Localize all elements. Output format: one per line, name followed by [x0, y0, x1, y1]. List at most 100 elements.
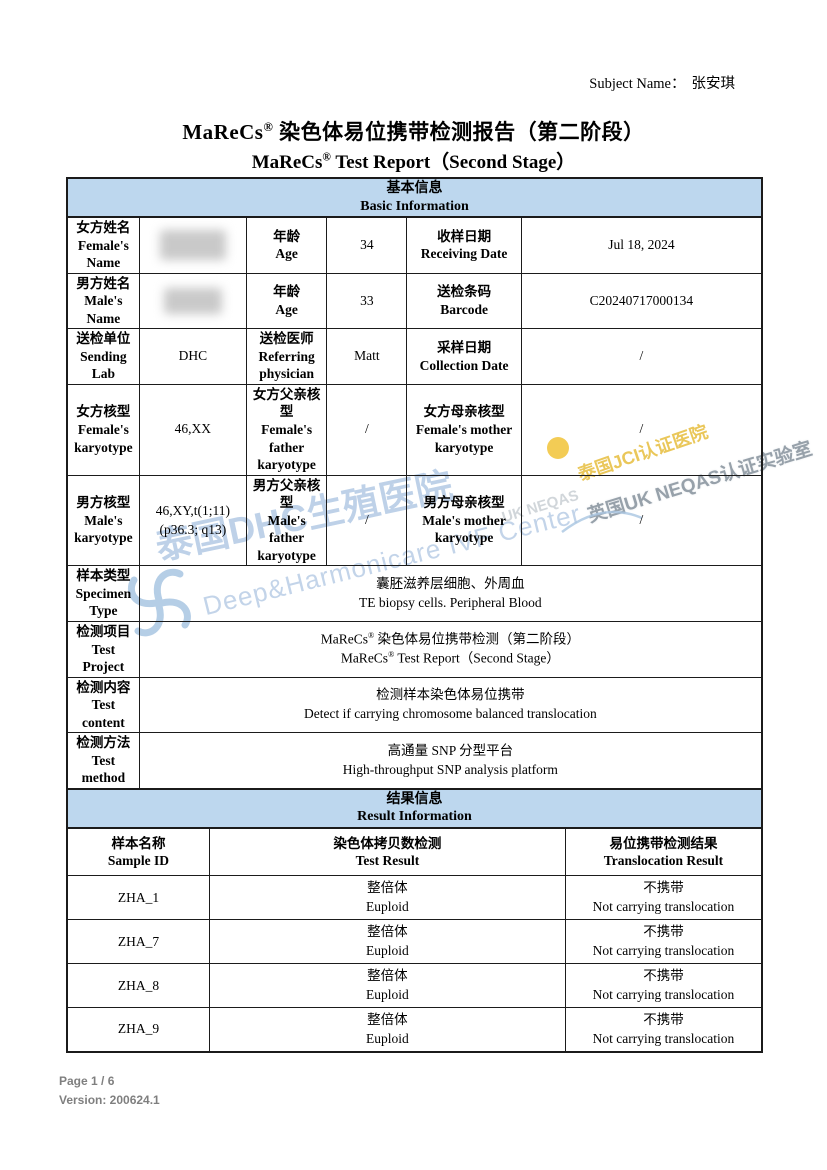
- result-cn: 整倍体: [367, 1011, 408, 1027]
- sample-translocation-result: 不携带 Not carrying translocation: [564, 919, 763, 965]
- result-table: 结果信息 Result Information 样本名称 Sample ID 染…: [66, 787, 763, 1053]
- female-mother-karyotype-label: 女方母亲核型 Female's mother karyotype: [406, 383, 522, 476]
- sample-id: ZHA_9: [66, 1007, 210, 1053]
- male-karyotype-value: 46,XY,t(1;11)(p36.3; q13): [138, 474, 248, 567]
- redacted-name: [163, 287, 222, 314]
- barcode-label: 送检条码 Barcode: [406, 272, 522, 330]
- label-en: Female's mother karyotype: [415, 422, 513, 455]
- specimen-type-value: 囊胚滋养层细胞、外周血 TE biopsy cells. Peripheral …: [138, 565, 763, 623]
- registered-mark: ®: [263, 120, 274, 134]
- referring-physician-label: 送检医师 Referring physician: [245, 328, 328, 385]
- column-header-sample-id: 样本名称 Sample ID: [66, 827, 210, 877]
- value-cn: MaReCs® 染色体易位携带检测（第二阶段）: [144, 630, 757, 649]
- table-row: 男方姓名 Male's Name 年龄 Age 33 送检条码 Barcode …: [66, 272, 763, 330]
- sending-lab-label: 送检单位 Sending Lab: [66, 328, 140, 385]
- label-cn: 收样日期: [437, 228, 492, 244]
- result-cn: 整倍体: [367, 880, 408, 896]
- translocation-cn: 不携带: [643, 968, 684, 984]
- label-en: Male's mother karyotype: [422, 512, 506, 546]
- registered-mark: ®: [388, 650, 395, 660]
- female-name-value: [138, 216, 248, 274]
- receiving-date-label: 收样日期 Receiving Date: [406, 216, 522, 274]
- table-row: 检测项目 Test Project MaReCs® 染色体易位携带检测（第二阶段…: [66, 621, 763, 678]
- collection-date-value: /: [520, 328, 763, 385]
- sample-id: ZHA_7: [66, 919, 210, 965]
- table-row: 女方姓名 Female's Name 年龄 Age 34 收样日期 Receiv…: [66, 216, 763, 274]
- test-method-label: 检测方法 Test method: [66, 732, 140, 790]
- brand: MaReCs: [340, 650, 389, 666]
- title-cn-text: 染色体易位携带检测报告（第二阶段）: [273, 120, 645, 144]
- label-en: Test method: [81, 752, 126, 786]
- female-age-value: 34: [326, 216, 408, 274]
- male-father-karyotype-label: 男方父亲核型 Male's father karyotype: [245, 474, 328, 567]
- label-cn: 检测项目: [76, 624, 131, 640]
- label-en: Female's father karyotype: [257, 422, 316, 473]
- female-name-label: 女方姓名 Female's Name: [66, 216, 140, 274]
- sending-lab-value: DHC: [138, 328, 248, 385]
- sample-translocation-result: 不携带 Not carrying translocation: [564, 875, 763, 921]
- sample-translocation-result: 不携带 Not carrying translocation: [564, 963, 763, 1009]
- value-cn: 检测样本染色体易位携带: [376, 687, 525, 703]
- table-row: 样本类型 Specimen Type 囊胚滋养层细胞、外周血 TE biopsy…: [66, 565, 763, 623]
- result-section-header: 结果信息 Result Information: [66, 787, 763, 829]
- table-row: 检测内容 Test content 检测样本染色体易位携带 Detect if …: [66, 676, 763, 734]
- label-en: Specimen Type: [75, 585, 132, 619]
- label-en: Male's father karyotype: [257, 512, 316, 563]
- male-name-label: 男方姓名 Male's Name: [66, 272, 140, 330]
- test-content-label: 检测内容 Test content: [66, 676, 140, 734]
- column-header-translocation-result: 易位携带检测结果 Translocation Result: [564, 827, 763, 877]
- header-en: Sample ID: [107, 853, 170, 869]
- section-title-en: Basic Information: [360, 198, 469, 214]
- male-age-label: 年龄 Age: [245, 272, 328, 330]
- basic-info-table: 基本信息 Basic Information 女方姓名 Female's Nam…: [66, 177, 763, 790]
- barcode-value: C20240717000134: [520, 272, 763, 330]
- label-en: Test Project: [82, 641, 125, 675]
- female-mother-karyotype-value: /: [520, 383, 763, 476]
- value-en: Detect if carrying chromosome balanced t…: [303, 705, 597, 721]
- sample-id: ZHA_1: [66, 875, 210, 921]
- translocation-cn: 不携带: [643, 1011, 684, 1027]
- title-brand: MaReCs: [182, 120, 264, 144]
- header-cn: 样本名称: [111, 835, 166, 851]
- registered-mark: ®: [367, 630, 375, 640]
- male-father-karyotype-value: /: [326, 474, 408, 567]
- female-father-karyotype-value: /: [326, 383, 408, 476]
- result-en: Euploid: [366, 986, 409, 1002]
- translocation-en: Not carrying translocation: [592, 898, 735, 914]
- value-en: TE biopsy cells. Peripheral Blood: [359, 594, 542, 610]
- report-body: 基本信息 Basic Information 女方姓名 Female's Nam…: [66, 177, 763, 1053]
- sample-row: ZHA_9 整倍体 Euploid 不携带 Not carrying trans…: [66, 1007, 763, 1053]
- test-content-value: 检测样本染色体易位携带 Detect if carrying chromosom…: [138, 676, 763, 734]
- footer-version: Version: 200624.1: [59, 1092, 160, 1107]
- female-age-label: 年龄 Age: [245, 216, 328, 274]
- test-project-label: 检测项目 Test Project: [66, 621, 140, 678]
- table-row: 女方核型 Female's karyotype 46,XX 女方父亲核型 Fem…: [66, 383, 763, 476]
- male-mother-karyotype-label: 男方母亲核型 Male's mother karyotype: [406, 474, 522, 567]
- label-en: Age: [275, 246, 298, 262]
- value-cn-text: 染色体易位携带检测（第二阶段）: [374, 631, 580, 647]
- header-cn: 染色体拷贝数检测: [333, 835, 442, 851]
- sample-row: ZHA_1 整倍体 Euploid 不携带 Not carrying trans…: [66, 875, 763, 921]
- subject-name-value: 张安琪: [691, 76, 736, 92]
- table-row: 检测方法 Test method 高通量 SNP 分型平台 High-throu…: [66, 732, 763, 790]
- male-name-value: [138, 272, 248, 330]
- sample-test-result: 整倍体 Euploid: [208, 919, 566, 965]
- label-en: Age: [275, 301, 298, 317]
- section-title-cn: 结果信息: [386, 791, 443, 807]
- male-mother-karyotype-value: /: [520, 474, 763, 567]
- male-age-value: 33: [326, 272, 408, 330]
- female-karyotype-value: 46,XX: [138, 383, 248, 476]
- label-cn: 送检医师: [259, 331, 314, 347]
- page-footer: Page 1 / 6 Version: 200624.1: [59, 1072, 160, 1109]
- label-cn: 男方母亲核型: [423, 495, 505, 511]
- test-method-value: 高通量 SNP 分型平台 High-throughput SNP analysi…: [138, 732, 763, 790]
- value-cn: 囊胚滋养层细胞、外周血: [376, 575, 525, 591]
- sample-id: ZHA_8: [66, 963, 210, 1009]
- test-project-value: MaReCs® 染色体易位携带检测（第二阶段） MaReCs® Test Rep…: [138, 621, 763, 678]
- result-en: Euploid: [366, 1030, 409, 1046]
- label-en: Female's Name: [77, 237, 129, 271]
- section-title-en: Result Information: [357, 809, 472, 825]
- result-cn: 整倍体: [367, 924, 408, 940]
- basic-info-section-header: 基本信息 Basic Information: [66, 177, 763, 218]
- result-header-row: 样本名称 Sample ID 染色体拷贝数检测 Test Result 易位携带…: [66, 827, 763, 877]
